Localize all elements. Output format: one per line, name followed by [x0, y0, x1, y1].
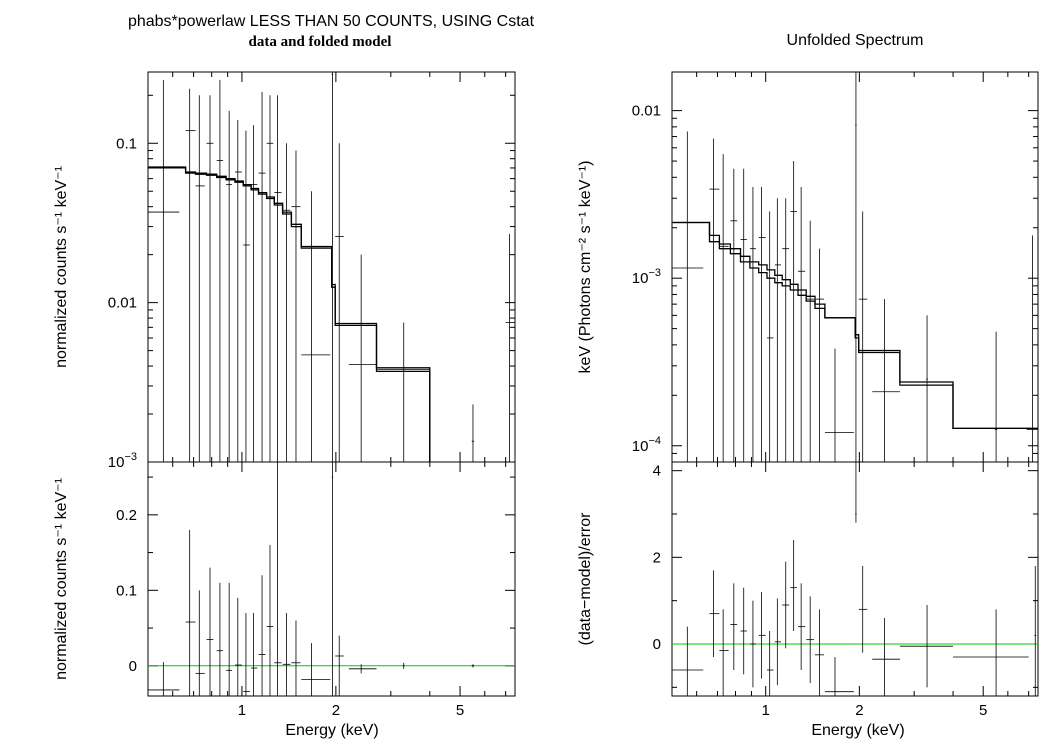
panel-left-top: 10−3 0.01 0.1 normalized counts s⁻¹ keV⁻¹ — [53, 71, 516, 471]
left-title: phabs*powerlaw LESS THAN 50 COUNTS, USIN… — [128, 13, 535, 30]
panel-right-bottom: 1 2 5 0 2 4 (data−model)/error — [577, 461, 1039, 719]
plot-frame — [671, 71, 1039, 463]
right-title: Unfolded Spectrum — [787, 32, 924, 49]
y-tick-label: 4 — [653, 463, 661, 480]
y-tick-label: 0.01 — [108, 295, 137, 312]
y-axis-label: normalized counts s⁻¹ keV⁻¹ — [53, 166, 70, 368]
x-tick-label: 1 — [762, 702, 770, 719]
y-tick-label: 0.1 — [116, 582, 137, 599]
left-subtitle: data and folded model — [249, 34, 392, 50]
y-axis-label: (data−model)/error — [577, 512, 594, 646]
y-tick-label: 0.1 — [116, 135, 137, 152]
x-tick-label: 5 — [979, 702, 987, 719]
y-tick-label: 10−3 — [108, 451, 137, 471]
x-tick-label: 2 — [855, 702, 863, 719]
plot-frame — [147, 461, 516, 697]
model-line — [672, 221, 1038, 430]
x-tick-label: 1 — [238, 702, 246, 719]
left-xlabel: Energy (keV) — [285, 722, 378, 739]
x-tick-label: 2 — [332, 702, 340, 719]
y-tick-label: 0.01 — [632, 103, 661, 120]
y-tick-label: 0 — [653, 636, 661, 653]
plot-frame — [671, 461, 1039, 697]
y-tick-label: 0.2 — [116, 507, 137, 524]
y-tick-label: 2 — [653, 549, 661, 566]
right-xlabel: Energy (keV) — [811, 722, 904, 739]
model-line — [148, 166, 431, 462]
x-tick-label: 5 — [456, 702, 464, 719]
y-tick-label: 0 — [129, 658, 137, 675]
y-tick-label: 10−3 — [632, 267, 661, 287]
y-tick-label: 10−4 — [632, 435, 661, 455]
y-axis-label: normalized counts s⁻¹ keV⁻¹ — [53, 478, 70, 680]
y-axis-label: keV (Photons cm⁻² s⁻¹ keV⁻¹) — [577, 161, 594, 374]
model-line — [148, 167, 431, 462]
panel-left-bottom: 1 2 5 0 0.1 0.2 normalized counts s⁻¹ keV⁻¹ — [53, 461, 516, 719]
panel-right-top: 10−4 10−3 0.01 keV (Photons cm⁻² s⁻¹ keV⁻¹) — [577, 71, 1039, 463]
